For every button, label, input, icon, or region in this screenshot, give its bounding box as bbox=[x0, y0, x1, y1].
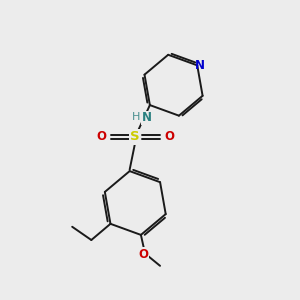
Text: N: N bbox=[195, 59, 205, 72]
Text: O: O bbox=[96, 130, 106, 143]
Text: H: H bbox=[132, 112, 140, 122]
Text: O: O bbox=[139, 248, 149, 260]
Text: N: N bbox=[142, 112, 152, 124]
Text: S: S bbox=[130, 130, 140, 143]
Text: O: O bbox=[164, 130, 174, 143]
